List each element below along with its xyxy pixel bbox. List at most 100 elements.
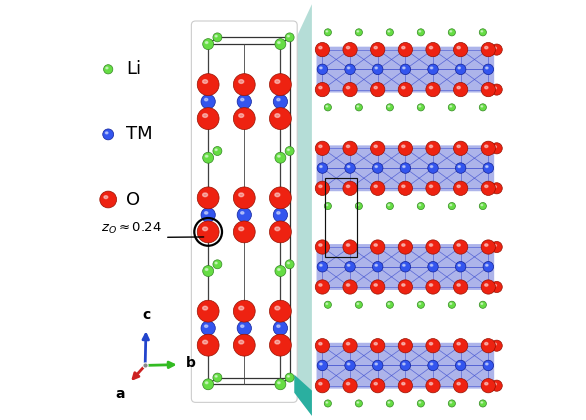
Circle shape <box>324 104 332 111</box>
Circle shape <box>343 240 357 254</box>
Circle shape <box>213 33 222 42</box>
Circle shape <box>345 163 355 173</box>
Circle shape <box>233 221 255 243</box>
Text: a: a <box>115 387 125 401</box>
Ellipse shape <box>403 363 405 365</box>
Circle shape <box>273 321 288 335</box>
Circle shape <box>426 141 440 155</box>
Ellipse shape <box>388 31 390 32</box>
Circle shape <box>315 181 329 195</box>
Text: c: c <box>143 308 151 322</box>
Ellipse shape <box>402 185 405 187</box>
Circle shape <box>370 141 385 155</box>
Ellipse shape <box>326 205 328 206</box>
Ellipse shape <box>320 363 322 365</box>
Ellipse shape <box>346 185 350 187</box>
Ellipse shape <box>275 340 280 344</box>
Circle shape <box>491 380 502 391</box>
Ellipse shape <box>430 67 432 69</box>
Circle shape <box>370 181 385 195</box>
Ellipse shape <box>239 193 244 197</box>
Ellipse shape <box>402 383 405 385</box>
Bar <box>325 178 357 257</box>
Ellipse shape <box>239 306 244 310</box>
Ellipse shape <box>205 268 208 270</box>
Ellipse shape <box>486 264 488 266</box>
Circle shape <box>454 181 468 195</box>
Circle shape <box>213 373 222 382</box>
Ellipse shape <box>374 284 377 286</box>
Circle shape <box>100 191 117 208</box>
Circle shape <box>275 152 286 163</box>
Ellipse shape <box>402 244 405 246</box>
Ellipse shape <box>346 342 350 345</box>
Ellipse shape <box>457 342 460 345</box>
Ellipse shape <box>319 46 322 49</box>
Ellipse shape <box>419 205 421 206</box>
Circle shape <box>398 181 413 195</box>
Circle shape <box>455 360 466 371</box>
Circle shape <box>285 373 294 382</box>
Circle shape <box>373 64 383 75</box>
Circle shape <box>454 82 468 97</box>
Ellipse shape <box>374 342 377 345</box>
Ellipse shape <box>105 132 108 134</box>
Ellipse shape <box>278 155 280 157</box>
Circle shape <box>491 183 502 194</box>
Circle shape <box>448 301 455 308</box>
Ellipse shape <box>346 87 350 89</box>
Circle shape <box>197 74 219 95</box>
Ellipse shape <box>402 87 405 89</box>
Ellipse shape <box>215 35 217 37</box>
Circle shape <box>417 202 424 210</box>
Circle shape <box>317 163 328 173</box>
Circle shape <box>345 262 355 272</box>
Circle shape <box>398 378 413 393</box>
Ellipse shape <box>457 284 460 286</box>
Circle shape <box>343 42 357 57</box>
Circle shape <box>426 82 440 97</box>
Ellipse shape <box>403 264 405 266</box>
Ellipse shape <box>419 31 421 32</box>
Ellipse shape <box>319 284 322 286</box>
Circle shape <box>373 360 383 371</box>
Ellipse shape <box>430 87 432 89</box>
Ellipse shape <box>374 244 377 246</box>
Circle shape <box>197 108 219 129</box>
Circle shape <box>481 280 495 294</box>
Ellipse shape <box>205 98 208 101</box>
Ellipse shape <box>239 114 244 118</box>
Ellipse shape <box>458 264 461 266</box>
Ellipse shape <box>388 303 390 304</box>
Ellipse shape <box>485 342 488 345</box>
Circle shape <box>426 42 440 57</box>
Ellipse shape <box>430 363 432 365</box>
Circle shape <box>386 202 393 210</box>
Ellipse shape <box>450 303 452 304</box>
Ellipse shape <box>375 264 377 266</box>
Circle shape <box>273 208 288 222</box>
Ellipse shape <box>346 145 350 147</box>
Text: $z_O \approx 0.24$: $z_O \approx 0.24$ <box>101 221 162 236</box>
Ellipse shape <box>450 31 452 32</box>
Circle shape <box>355 400 362 407</box>
Circle shape <box>343 339 357 353</box>
Circle shape <box>345 64 355 75</box>
Ellipse shape <box>319 87 322 89</box>
Circle shape <box>491 44 502 55</box>
Circle shape <box>454 240 468 254</box>
Circle shape <box>355 29 362 36</box>
Ellipse shape <box>485 46 488 49</box>
Circle shape <box>233 108 255 129</box>
Ellipse shape <box>203 340 207 344</box>
Circle shape <box>448 29 455 36</box>
Circle shape <box>315 280 329 294</box>
Ellipse shape <box>277 212 280 214</box>
Ellipse shape <box>357 205 359 206</box>
Ellipse shape <box>402 284 405 286</box>
Circle shape <box>479 202 486 210</box>
Ellipse shape <box>485 284 488 286</box>
Circle shape <box>448 202 455 210</box>
Circle shape <box>315 339 329 353</box>
Circle shape <box>479 301 486 308</box>
